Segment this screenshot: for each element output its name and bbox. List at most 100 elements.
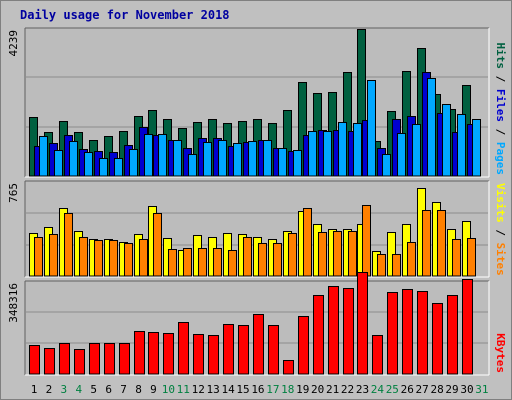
bar-sites-day-16 [258,243,267,277]
x-tick-label-13: 13 [207,383,220,396]
bar-pages-day-29 [457,114,466,177]
x-tick-label-25: 25 [386,383,399,396]
bar-kbytes-day-16 [253,314,264,375]
bar-sites-day-2 [49,234,58,277]
bar-kbytes-day-24 [372,335,383,375]
bar-hits-day-19 [298,82,307,177]
panel-kbytes-series-kbytes [29,272,473,375]
bar-kbytes-day-21 [328,286,339,375]
x-tick-label-27: 27 [416,383,429,396]
bar-sites-day-6 [109,240,118,277]
bar-kbytes-day-9 [148,332,159,375]
x-tick-label-6: 6 [105,383,112,396]
bar-pages-day-30 [472,119,481,177]
panel-visits-sites-series-sites [34,205,476,277]
bar-sites-day-17 [273,243,282,277]
bar-pages-day-13 [218,140,227,177]
bar-sites-day-19 [303,208,312,277]
x-tick-label-9: 9 [150,383,157,396]
panel-hits-files-pages-series-hits [29,29,471,177]
x-tick-label-30: 30 [460,383,473,396]
bar-pages-day-1 [39,136,48,177]
bar-sites-day-1 [34,237,43,277]
panel-hits-files-pages-right-labels: Hits / Files / Pages [494,43,507,176]
legend-hits: Hits [494,43,507,70]
bar-sites-day-13 [213,248,222,277]
bar-kbytes-day-1 [29,345,40,375]
bar-kbytes-day-17 [268,325,279,375]
panel-kbytes-right-labels: KBytes [494,333,507,373]
x-tick-label-19: 19 [296,383,309,396]
bar-sites-day-15 [243,237,252,277]
bar-hits-day-18 [283,110,292,177]
bar-sites-day-25 [392,254,401,277]
legend-pages: Pages [494,142,507,175]
x-tick-label-14: 14 [221,383,235,396]
bar-pages-day-23 [367,80,376,177]
x-tick-label-10: 10 [162,383,175,396]
bar-pages-day-19 [308,131,317,177]
bar-sites-day-7 [124,243,133,277]
bar-pages-day-25 [397,133,406,177]
panel-hits-files-pages-series-pages [39,78,481,177]
bar-pages-day-22 [353,123,362,177]
x-tick-label-1: 1 [31,383,38,396]
chart-title: Daily usage for November 2018 [20,8,230,22]
panel-kbytes-ymax-label: 348316 [7,283,20,323]
bar-kbytes-day-23 [357,272,368,375]
bar-pages-day-17 [278,148,287,177]
bar-sites-day-5 [94,240,103,277]
bar-pages-day-15 [248,141,257,177]
legend-sites: Sites [494,243,507,276]
legend-visits: Visits [494,183,507,223]
x-tick-label-7: 7 [120,383,127,396]
bar-kbytes-day-13 [208,335,219,375]
x-tick-label-17: 17 [266,383,279,396]
x-tick-label-18: 18 [281,383,294,396]
bar-kbytes-day-14 [223,324,234,375]
bar-sites-day-18 [288,233,297,277]
bar-pages-day-7 [129,149,138,177]
bar-sites-day-10 [168,249,177,277]
bar-pages-day-16 [263,140,272,177]
bar-pages-day-24 [382,154,391,177]
bar-pages-day-27 [427,78,436,177]
bar-kbytes-day-25 [387,292,398,375]
bar-sites-day-22 [348,231,357,277]
bar-pages-day-6 [114,158,123,177]
bar-kbytes-day-7 [119,343,130,375]
x-tick-label-15: 15 [236,383,249,396]
bar-pages-day-10 [173,140,182,177]
bar-kbytes-day-5 [89,343,100,375]
bar-pages-day-14 [233,143,242,177]
bar-kbytes-day-11 [178,322,189,375]
bar-sites-day-11 [183,248,192,277]
bar-kbytes-day-12 [193,334,204,375]
bar-sites-day-30 [467,238,476,277]
bar-kbytes-day-6 [104,343,115,375]
x-tick-label-24: 24 [371,383,385,396]
bar-pages-day-20 [323,131,332,177]
bar-sites-day-3 [64,213,73,277]
bar-sites-day-28 [437,210,446,277]
x-tick-label-23: 23 [356,383,369,396]
bar-kbytes-day-15 [238,325,249,375]
x-tick-label-21: 21 [326,383,339,396]
panel-hits-files-pages-right-sep-2: / [494,122,507,142]
bar-kbytes-day-19 [298,316,309,375]
panel-visits-sites-ymax-label: 765 [7,183,20,203]
bar-kbytes-day-22 [343,288,354,375]
x-tick-label-3: 3 [61,383,68,396]
bar-sites-day-12 [198,248,207,277]
bar-pages-day-12 [203,142,212,177]
bar-pages-day-9 [158,134,167,177]
x-tick-label-4: 4 [75,383,82,396]
bar-pages-day-5 [99,158,108,177]
x-tick-label-31: 31 [475,383,488,396]
panel-hits-files-pages-series-files [34,72,476,177]
bar-pages-day-4 [84,152,93,177]
x-tick-label-5: 5 [90,383,97,396]
bar-kbytes-day-2 [44,348,55,375]
x-tick-label-20: 20 [311,383,324,396]
